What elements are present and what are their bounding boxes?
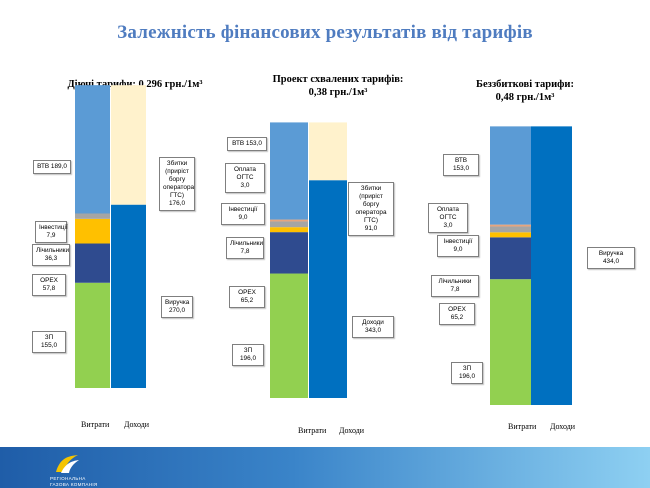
chart-3-label-revenue: Виручка 434,0 <box>587 247 635 269</box>
chart-2-xlabel-costs: Витрати <box>298 426 327 435</box>
chart-3-label-investments: Інвестиції 9,0 <box>437 235 479 257</box>
chart-1-label-investments: Інвестиції 7,9 <box>35 221 68 243</box>
chart-1-label-losses: Збитки (приріст боргу оператора ГТС) 176… <box>159 157 195 211</box>
chart-2-label-ogts: Оплата ОГТС 3,0 <box>225 163 265 193</box>
chart-3-subtitle: Беззбиткові тарифи: 0,48 грн./1м³ <box>476 79 574 103</box>
chart-3-bar-costs-seg-0 <box>490 279 531 405</box>
chart-3-label-opex: OPEX 65,2 <box>439 303 475 325</box>
chart-3-bar-costs-seg-1 <box>490 237 531 280</box>
chart-1-subtitle: Діючі тарифи: 0,296 грн./1м³ <box>67 79 203 90</box>
chart-1-bar-costs-seg-3 <box>75 213 110 219</box>
chart-3-bar-costs-seg-4 <box>490 224 531 227</box>
chart-1-bar-costs-seg-1 <box>75 243 110 283</box>
chart-3-label-salary: ЗП 196,0 <box>451 362 483 384</box>
chart-2-bar-costs-seg-4 <box>270 219 308 222</box>
chart-2-bar-costs-seg-5 <box>270 122 308 220</box>
chart-3-label-meters: Лічильники 7,8 <box>431 275 479 297</box>
chart-1-label-vtv: ВТВ 189,0 <box>33 160 71 174</box>
chart-2-label-opex: OPEX 65,2 <box>229 286 265 308</box>
chart-2-bar-income-seg-7 <box>309 122 347 181</box>
chart-1-bar-costs-seg-2 <box>75 218 110 244</box>
footer-bar <box>0 447 650 488</box>
chart-1-bar-income-seg-6 <box>111 85 146 205</box>
charts-canvas <box>75 85 572 405</box>
logo-text-line2: ГАЗОВА КОМПАНІЯ <box>50 481 98 487</box>
chart-2-bar-costs-seg-3 <box>270 221 308 228</box>
chart-3-label-ogts: Оплата ОГТС 3,0 <box>428 203 468 233</box>
chart-2-label-losses: Збитки (приріст боргу оператора ГТС) 91,… <box>348 182 394 236</box>
chart-2-label-salary: ЗП 196,0 <box>232 344 264 366</box>
page-title: Залежність фінансових результатів від та… <box>117 22 533 43</box>
chart-2-bar-costs-seg-1 <box>270 232 308 274</box>
logo-text-line1: РЕГІОНАЛЬНА <box>50 476 86 481</box>
chart-1-label-revenue: Виручка 270,0 <box>161 296 193 318</box>
chart-1-label-salary: ЗП 155,0 <box>32 331 66 353</box>
chart-3-bar-costs-seg-5 <box>490 126 531 225</box>
chart-2-label-investments: Інвестиції 9,0 <box>221 203 265 225</box>
chart-1-bar-income-seg-5 <box>111 204 146 388</box>
chart-3-xlabel-costs: Витрати <box>508 422 537 431</box>
company-logo-icon <box>56 455 79 473</box>
chart-2-bar-costs-seg-0 <box>270 273 308 398</box>
logo-text: РЕГІОНАЛЬНА ГАЗОВА КОМПАНІЯ <box>50 476 98 487</box>
chart-1-bar-costs-seg-4 <box>75 85 110 214</box>
chart-3-bar-costs-seg-2 <box>490 232 531 238</box>
chart-1-xlabel-income: Доходи <box>124 420 150 429</box>
chart-3-xlabel-income: Доходи <box>550 422 576 431</box>
chart-1-bar-costs-seg-0 <box>75 282 110 388</box>
chart-2-label-meters: Лічильники 7,8 <box>226 237 264 259</box>
chart-3-label-vtv: ВТВ 153,0 <box>443 154 479 176</box>
chart-2-bar-income-seg-6 <box>309 180 347 398</box>
chart-2-subtitle: Проект схвалених тарифів: 0,38 грн./1м³ <box>272 74 404 98</box>
chart-2-label-vtv: ВТВ 153,0 <box>227 137 267 151</box>
chart-1-xlabel-costs: Витрати <box>81 420 110 429</box>
chart-3-bar-costs-seg-3 <box>490 226 531 233</box>
chart-2-label-income: Доходи 343,0 <box>352 316 394 338</box>
chart-3-bar-income-seg-6 <box>531 126 572 405</box>
chart-2-xlabel-income: Доходи <box>339 426 365 435</box>
chart-1-label-meters: Лічильники 36,3 <box>32 244 70 266</box>
chart-2-bar-costs-seg-2 <box>270 227 308 233</box>
chart-1-label-opex: OPEX 57,8 <box>32 274 66 296</box>
